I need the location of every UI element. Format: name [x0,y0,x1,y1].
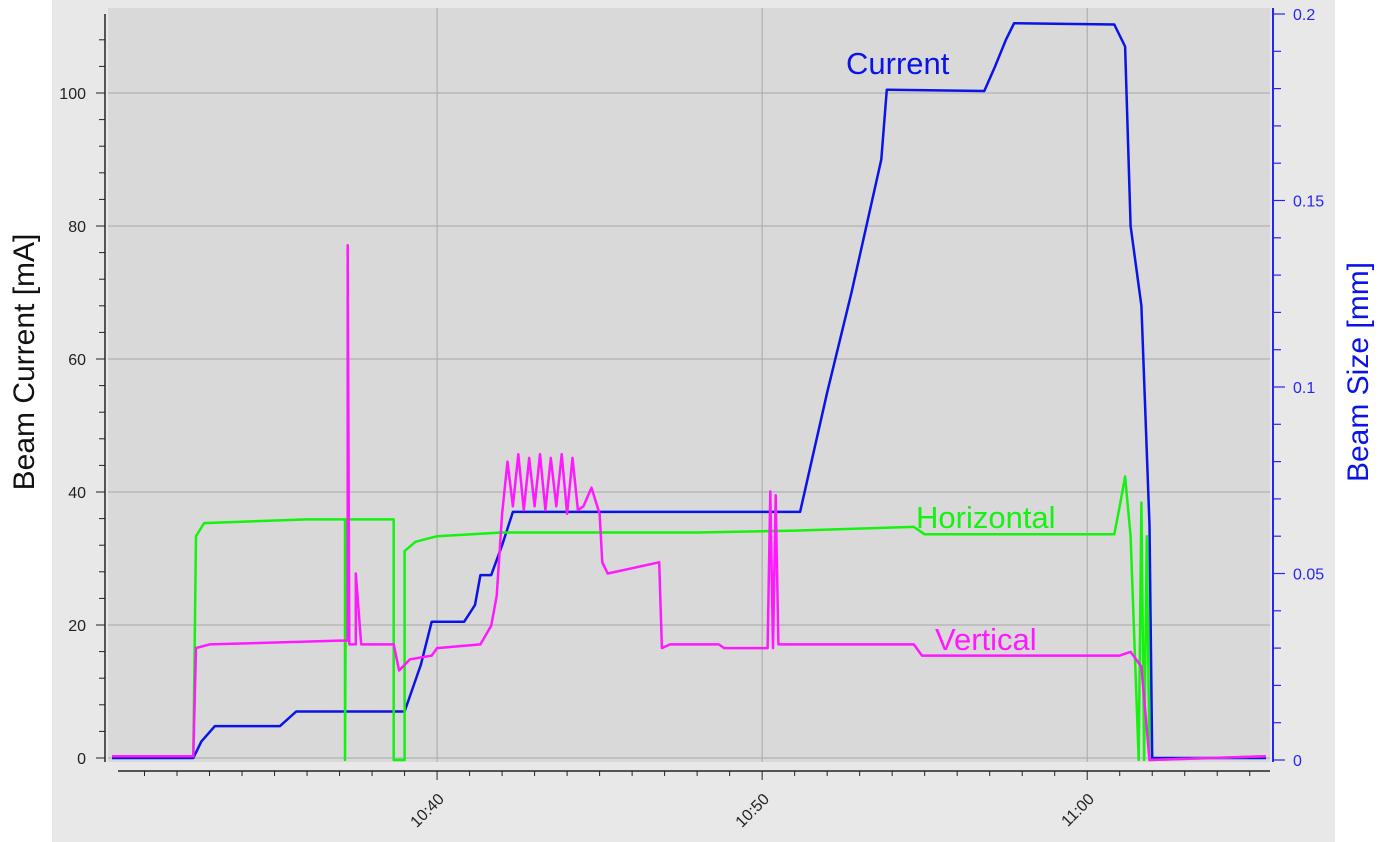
plot-area [108,8,1270,762]
label-horizontal: Horizontal [916,500,1056,535]
right-tick-label: 0.15 [1293,194,1324,211]
right-tick-label: 0.2 [1293,7,1315,24]
left-tick-label: 0 [77,751,86,768]
label-current: Current [846,46,950,81]
right-tick-label: 0.1 [1293,380,1315,397]
y2-axis-title: Beam Size [mm] [1342,262,1375,482]
y-axis-title: Beam Current [mA] [8,234,41,491]
right-tick-label: 0.05 [1293,567,1324,584]
left-tick-label: 20 [68,618,86,635]
label-vertical: Vertical [935,622,1037,657]
gridlines [108,8,1270,762]
right-y-axis: 0 0.05 0.1 0.15 0.2 [1272,7,1324,770]
left-tick-label: 40 [68,485,86,502]
series-line-vertical [112,244,1267,762]
series-layer [112,21,1267,762]
series-annotations: Current Horizontal Vertical [846,46,1056,657]
left-tick-label: 80 [68,219,86,236]
series-line-current [112,21,1266,760]
left-tick-label: 60 [68,352,86,369]
right-tick-label: 0 [1293,753,1302,770]
left-y-axis: 0 20 40 60 80 100 [59,14,106,768]
left-tick-label: 100 [59,86,86,103]
